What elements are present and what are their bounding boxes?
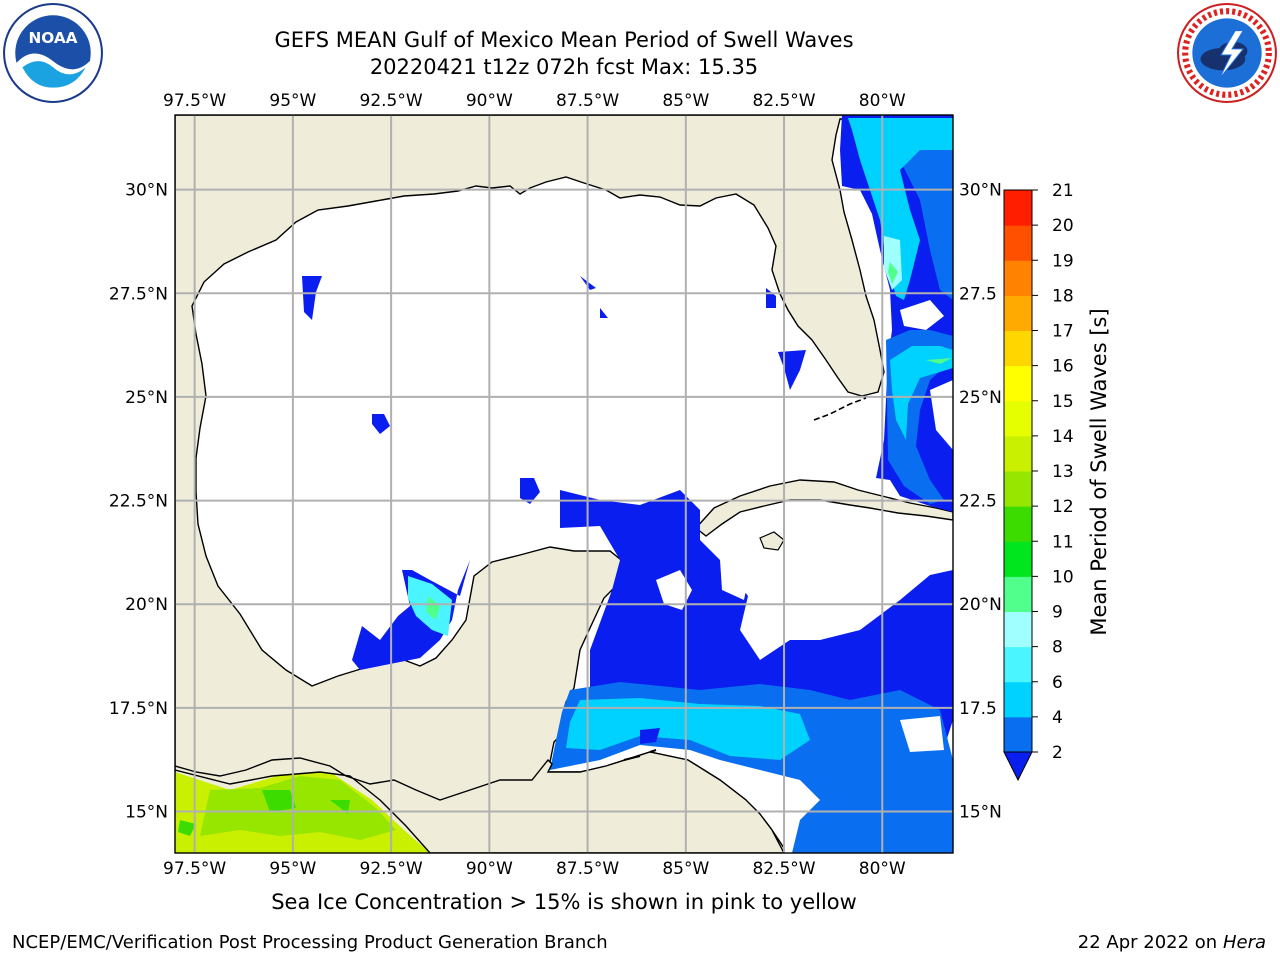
map-gridlines (175, 115, 953, 853)
longitude-label: 80°W (859, 91, 906, 111)
longitude-label: 85°W (662, 91, 709, 111)
colorbar-segment (1004, 716, 1032, 753)
longitude-label: 82.5°W (752, 91, 815, 111)
colorbar-segment (1004, 506, 1032, 542)
colorbar-tick-label: 17 (1052, 322, 1074, 342)
latitude-labels-right: 30°N 27.5 25°N 22.5 20°N 17.5 15°N (959, 181, 1002, 823)
noaa-logo-text: NOAA (28, 29, 77, 47)
latitude-label-right: 22.5 (959, 492, 997, 512)
longitude-label: 80°W (859, 859, 906, 879)
longitude-labels-bottom: 97.5°W 95°W 92.5°W 90°W 87.5°W 85°W 82.5°W 80°W (163, 859, 906, 879)
colorbar-segment (1004, 681, 1032, 718)
footer-host: Hera (1222, 932, 1266, 953)
longitude-label: 92.5°W (360, 91, 423, 111)
longitude-label: 97.5°W (163, 859, 226, 879)
footer-branch: NCEP/EMC/Verification Post Processing Pr… (12, 932, 608, 953)
longitude-label: 90°W (466, 91, 513, 111)
colorbar-label: Mean Period of Swell Waves [s] (1087, 308, 1111, 635)
map-frame (174, 114, 954, 854)
latitude-label: 15°N (125, 803, 168, 823)
latitude-label: 25°N (125, 388, 168, 408)
colorbar: 2 4 6 8 9 10 11 12 13 14 15 16 17 18 19 20 21 (1003, 181, 1074, 782)
colorbar-tick-label: 16 (1052, 357, 1074, 377)
colorbar-tick-label: 14 (1052, 427, 1074, 447)
latitude-label: 17.5°N (109, 699, 168, 719)
swell-shading (550, 490, 953, 853)
nws-logo (1177, 3, 1277, 103)
latitude-label-right: 15°N (959, 803, 1002, 823)
colorbar-tick-label: 6 (1052, 673, 1063, 693)
colorbar-tick-label: 8 (1052, 638, 1063, 658)
colorbar-segment (1004, 260, 1032, 296)
latitude-label: 20°N (125, 595, 168, 615)
florida-keys (813, 397, 867, 421)
colorbar-segment (1004, 646, 1032, 683)
colorbar-tick-label: 11 (1052, 532, 1074, 552)
colorbar-extend-arrow (1003, 751, 1033, 782)
colorbar-tick-label: 9 (1052, 603, 1063, 623)
colorbar-tick-label: 12 (1052, 497, 1074, 517)
latitude-label: 30°N (125, 181, 168, 201)
map-figure: 97.5°W 95°W 92.5°W 90°W 87.5°W 85°W 82.5°W 80°W… (109, 91, 1111, 879)
colorbar-segment (1004, 295, 1032, 331)
longitude-label: 82.5°W (752, 859, 815, 879)
colorbar-segment (1004, 576, 1032, 612)
footer-date-text: 22 Apr 2022 on (1077, 932, 1218, 953)
latitude-label-right: 27.5 (959, 284, 997, 304)
longitude-label: 87.5°W (556, 91, 619, 111)
land-isla-juventud (759, 531, 785, 551)
colorbar-segment (1004, 365, 1032, 402)
colorbar-segment (1004, 225, 1032, 261)
swell-shading-campeche (302, 276, 806, 670)
colorbar-segment (1004, 541, 1032, 577)
latitude-label-right: 17.5 (959, 699, 997, 719)
longitude-label: 92.5°W (360, 859, 423, 879)
longitude-labels-top: 97.5°W 95°W 92.5°W 90°W 87.5°W 85°W 82.5°W 80°W (163, 91, 906, 111)
map-area (175, 115, 953, 853)
noaa-logo: NOAA (3, 3, 103, 103)
colorbar-tick-label: 4 (1052, 708, 1063, 728)
latitude-label-right: 30°N (959, 181, 1002, 201)
map-title: GEFS MEAN Gulf of Mexico Mean Period of … (274, 28, 854, 52)
colorbar-tick-label: 18 (1052, 286, 1074, 306)
colorbar-tick-label: 13 (1052, 462, 1074, 482)
land-central-america (175, 751, 785, 853)
colorbar-segment (1004, 611, 1032, 648)
longitude-label: 85°W (662, 859, 709, 879)
footer-date: 22 Apr 2022 on Hera (1078, 932, 1266, 953)
colorbar-segment (1004, 400, 1032, 437)
colorbar-tick-label: 19 (1052, 251, 1074, 271)
latitude-label: 27.5°N (109, 284, 168, 304)
bay-islands (623, 749, 657, 761)
latitude-label-right: 20°N (959, 595, 1002, 615)
forecast-info: 20220421 t12z 072h fcst Max: 15.35 (369, 55, 759, 79)
colorbar-segment (1004, 190, 1032, 226)
land-cuba (694, 479, 953, 537)
longitude-label: 95°W (269, 91, 316, 111)
colorbar-tick-label: 20 (1052, 216, 1074, 236)
latitude-labels-left: 30°N 27.5°N 25°N 22.5°N 20°N 17.5°N 15°N (109, 181, 168, 823)
latitude-label-right: 25°N (959, 388, 1002, 408)
longitude-label: 87.5°W (556, 859, 619, 879)
colorbar-tick-label: 10 (1052, 567, 1074, 587)
swell-shading-atlantic (840, 115, 953, 512)
longitude-label: 90°W (466, 859, 513, 879)
longitude-label: 95°W (269, 859, 316, 879)
colorbar-tick-label: 15 (1052, 392, 1074, 412)
sea-ice-note: Sea Ice Concentration > 15% is shown in … (271, 890, 857, 914)
colorbar-segment (1004, 330, 1032, 367)
colorbar-segment (1004, 471, 1032, 507)
latitude-label: 22.5°N (109, 492, 168, 512)
longitude-label: 97.5°W (163, 91, 226, 111)
colorbar-tick-label: 2 (1052, 743, 1063, 763)
colorbar-segment (1004, 435, 1032, 472)
colorbar-tick-label: 21 (1052, 181, 1074, 201)
